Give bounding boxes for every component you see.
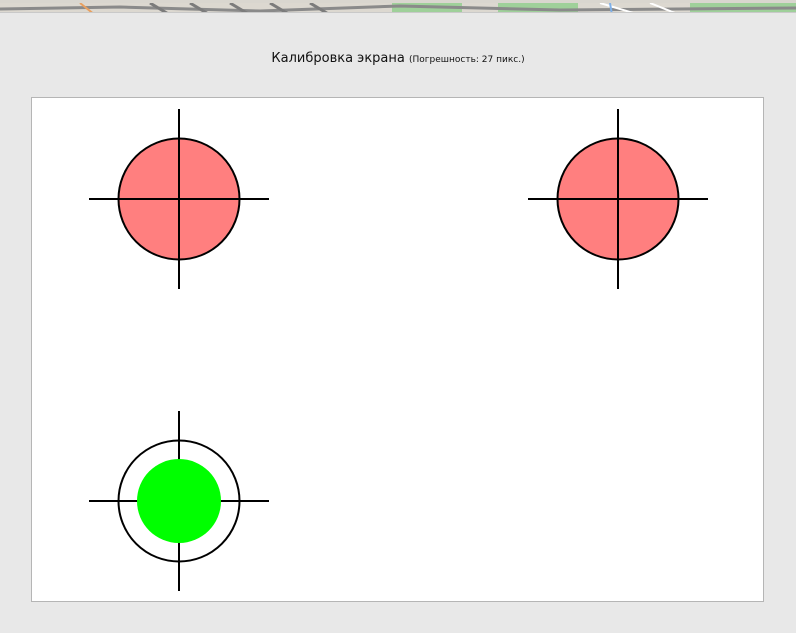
dialog-title-text: Калибровка экрана [271, 51, 405, 66]
dialog-title: Калибровка экрана (Погрешность: 27 пикс.… [0, 51, 796, 66]
top-left-target[interactable] [89, 109, 269, 289]
bottom-left-target[interactable] [89, 411, 269, 591]
background-map-strip [0, 0, 796, 12]
top-right-target[interactable] [528, 109, 708, 289]
map-fragment [0, 1, 796, 12]
calibration-error-label: (Погрешность: 27 пикс.) [409, 55, 525, 65]
calibration-canvas[interactable] [31, 97, 764, 602]
target-disc-done [137, 459, 221, 543]
calibration-dialog: Калибровка экрана (Погрешность: 27 пикс.… [0, 12, 796, 633]
calibration-targets-svg [89, 109, 708, 591]
